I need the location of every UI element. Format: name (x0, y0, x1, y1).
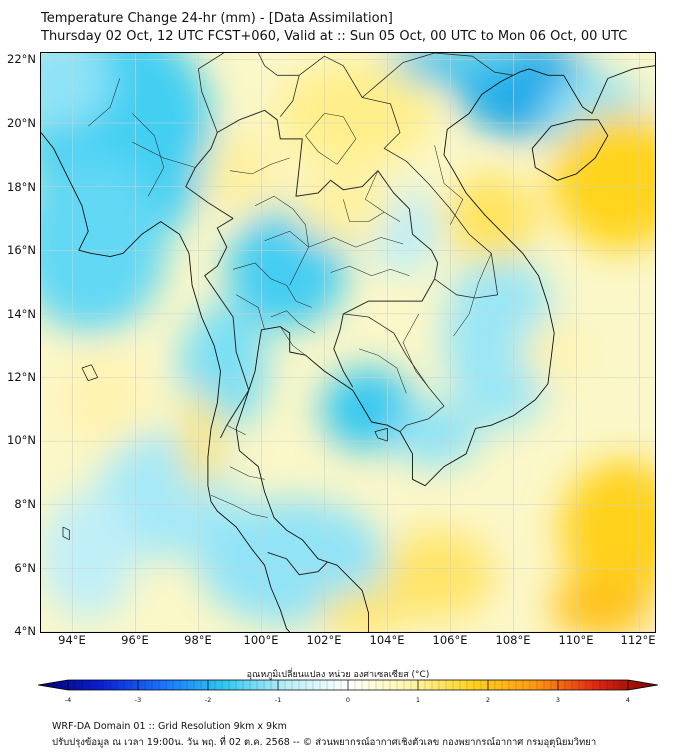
footer-domain-info: WRF-DA Domain 01 :: Grid Resolution 9km … (52, 721, 287, 732)
province-boundary (233, 262, 312, 308)
laos-border (279, 55, 498, 299)
thailand-east-border (217, 109, 439, 388)
province-boundary (210, 494, 268, 518)
field-anomaly-patch (59, 352, 149, 448)
province-boundary (305, 113, 357, 165)
colorbar-tick-label: 1 (415, 696, 421, 704)
phu-quoc-island-coast (374, 428, 388, 442)
nicobar-island-coast (62, 526, 70, 541)
lat-label-8n: 8°N (14, 497, 36, 511)
map-title: Temperature Change 24-hr (mm) - [Data As… (41, 11, 393, 26)
field-anomaly-patch (318, 590, 407, 632)
colorbar-major-ticks (67, 680, 629, 690)
lon-label-104e: 104°E (369, 633, 405, 647)
field-anomaly-patch (41, 492, 136, 620)
lat-label-12n: 12°N (7, 370, 36, 384)
colorbar-tick-label: 0 (345, 696, 351, 704)
field-anomaly-patch (444, 173, 539, 263)
province-boundary (453, 253, 492, 337)
colorbar-outline (38, 679, 658, 691)
province-boundary (236, 294, 265, 330)
colorbar-tick-label: -2 (204, 696, 212, 704)
province-boundary (270, 310, 316, 334)
province-boundary (402, 313, 429, 388)
lat-label-10n: 10°N (7, 433, 36, 447)
field-anomaly-patch (41, 53, 111, 130)
province-boundary (343, 199, 385, 222)
lon-label-100e: 100°E (243, 633, 279, 647)
lat-label-4n: 4°N (14, 624, 36, 638)
field-anomaly-patch (201, 132, 278, 216)
thailand-myanmar-border (204, 217, 250, 439)
province-boundary (434, 145, 464, 225)
lon-label-108e: 108°E (495, 633, 531, 647)
map-panel (40, 52, 656, 633)
east-coastline (235, 65, 655, 632)
andaman-island-coast (81, 364, 99, 382)
province-boundary (132, 113, 165, 197)
field-anomaly-patch (560, 460, 655, 601)
map-subtitle: Thursday 02 Oct, 12 UTC FCST+060, Valid … (41, 29, 628, 44)
thailand-malaysia-border (267, 552, 328, 576)
lat-label-18n: 18°N (7, 180, 36, 194)
laos-myanmar-china-border (257, 53, 300, 76)
field-anomaly-patch (551, 110, 655, 251)
field-anomaly-patch (277, 62, 435, 165)
colorbar-tick-label: 2 (485, 696, 491, 704)
map-canvas (41, 53, 655, 632)
colorbar-tick-label: -4 (64, 696, 72, 704)
lon-label-102e: 102°E (306, 633, 342, 647)
lat-lon-grid (41, 53, 655, 632)
province-boundary (132, 141, 196, 168)
lon-label-110e: 110°E (558, 633, 594, 647)
lat-label-22n: 22°N (7, 52, 36, 66)
lon-label-112e: 112°E (620, 633, 656, 647)
lat-label-16n: 16°N (7, 243, 36, 257)
footer-credit: ปรับปรุงข้อมูล ณ เวลา 19:00น. วัน พฤ. ที… (52, 737, 597, 748)
lat-label-20n: 20°N (7, 116, 36, 130)
province-boundary (289, 208, 309, 286)
province-boundary (264, 230, 404, 248)
colorbar-tick-label: -1 (274, 696, 282, 704)
lon-label-96e: 96°E (121, 633, 149, 647)
myanmar-china-border (198, 53, 224, 133)
province-boundary (280, 326, 306, 356)
hainan-island-coast (531, 119, 609, 181)
lon-label-98e: 98°E (184, 633, 212, 647)
province-boundary (229, 157, 290, 175)
colorbar-tick-label: 3 (555, 696, 561, 704)
lat-label-14n: 14°N (7, 307, 36, 321)
province-boundary (229, 466, 265, 480)
field-anomaly-patch (444, 250, 558, 429)
field-anomaly-patch (292, 167, 394, 244)
field-anomaly-patch (387, 53, 526, 85)
province-boundary (226, 424, 246, 436)
field-anomaly-patch (226, 208, 347, 330)
province-boundary (365, 170, 401, 222)
lat-label-6n: 6°N (14, 561, 36, 575)
field-anomaly-patch (522, 320, 586, 384)
colorbar (38, 679, 658, 691)
colorbar-minor-ticks (74, 680, 622, 690)
province-boundary (88, 78, 120, 127)
lon-label-106e: 106°E (432, 633, 468, 647)
colorbar-title: อุณหภูมิเปลี่ยนแปลง หน่วย องศาเซลเซียส (… (246, 670, 430, 680)
colorbar-tick-label: -3 (134, 696, 142, 704)
field-anomaly-patch (381, 530, 495, 620)
thailand-northwest-border (185, 132, 234, 219)
vietnam-china-border (361, 53, 514, 98)
field-anomaly-patch (390, 403, 479, 467)
west-coastline (41, 132, 291, 632)
province-boundary (330, 265, 410, 276)
coastlines-and-borders (41, 53, 655, 632)
colorbar-tick-label: 4 (625, 696, 631, 704)
province-boundary (358, 348, 407, 394)
lon-label-94e: 94°E (58, 633, 86, 647)
province-boundary (254, 195, 294, 210)
